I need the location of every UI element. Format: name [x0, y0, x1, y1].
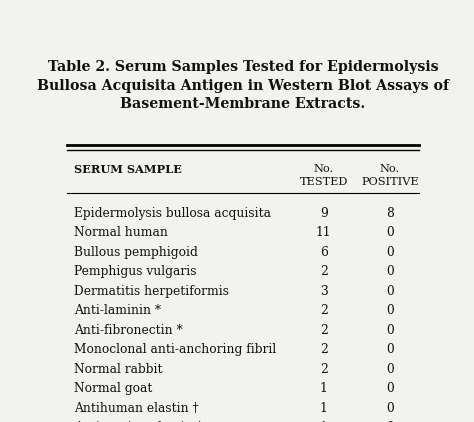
Text: 0: 0 [386, 402, 394, 414]
Text: 2: 2 [320, 343, 328, 356]
Text: 11: 11 [316, 226, 331, 239]
Text: 0: 0 [386, 304, 394, 317]
Text: 0: 0 [386, 265, 394, 278]
Text: 0: 0 [386, 362, 394, 376]
Text: 0: 0 [386, 246, 394, 259]
Text: 0: 0 [386, 421, 394, 422]
Text: Pemphigus vulgaris: Pemphigus vulgaris [74, 265, 196, 278]
Text: 0: 0 [386, 382, 394, 395]
Text: Antiporcine elastin †: Antiporcine elastin † [74, 421, 202, 422]
Text: Anti-laminin *: Anti-laminin * [74, 304, 161, 317]
Text: 0: 0 [386, 343, 394, 356]
Text: Anti-fibronectin *: Anti-fibronectin * [74, 324, 182, 337]
Text: Table 2. Serum Samples Tested for Epidermolysis
Bullosa Acquisita Antigen in Wes: Table 2. Serum Samples Tested for Epider… [37, 60, 449, 111]
Text: Normal goat: Normal goat [74, 382, 152, 395]
Text: 1: 1 [320, 382, 328, 395]
Text: 3: 3 [320, 284, 328, 298]
Text: 0: 0 [386, 226, 394, 239]
Text: SERUM SAMPLE: SERUM SAMPLE [74, 165, 182, 176]
Text: 1: 1 [320, 421, 328, 422]
Text: 0: 0 [386, 284, 394, 298]
Text: No.
POSITIVE: No. POSITIVE [361, 165, 419, 187]
Text: 6: 6 [320, 246, 328, 259]
Text: 2: 2 [320, 304, 328, 317]
Text: 2: 2 [320, 362, 328, 376]
Text: Normal rabbit: Normal rabbit [74, 362, 163, 376]
Text: No.
TESTED: No. TESTED [300, 165, 348, 187]
Text: 0: 0 [386, 324, 394, 337]
Text: 2: 2 [320, 324, 328, 337]
Text: Dermatitis herpetiformis: Dermatitis herpetiformis [74, 284, 229, 298]
Text: 8: 8 [386, 207, 394, 219]
Text: 2: 2 [320, 265, 328, 278]
Text: 9: 9 [320, 207, 328, 219]
Text: Epidermolysis bullosa acquisita: Epidermolysis bullosa acquisita [74, 207, 271, 219]
Text: Normal human: Normal human [74, 226, 168, 239]
Text: 1: 1 [320, 402, 328, 414]
Text: Bullous pemphigoid: Bullous pemphigoid [74, 246, 198, 259]
Text: Antihuman elastin †: Antihuman elastin † [74, 402, 199, 414]
Text: Monoclonal anti-anchoring fibril: Monoclonal anti-anchoring fibril [74, 343, 276, 356]
